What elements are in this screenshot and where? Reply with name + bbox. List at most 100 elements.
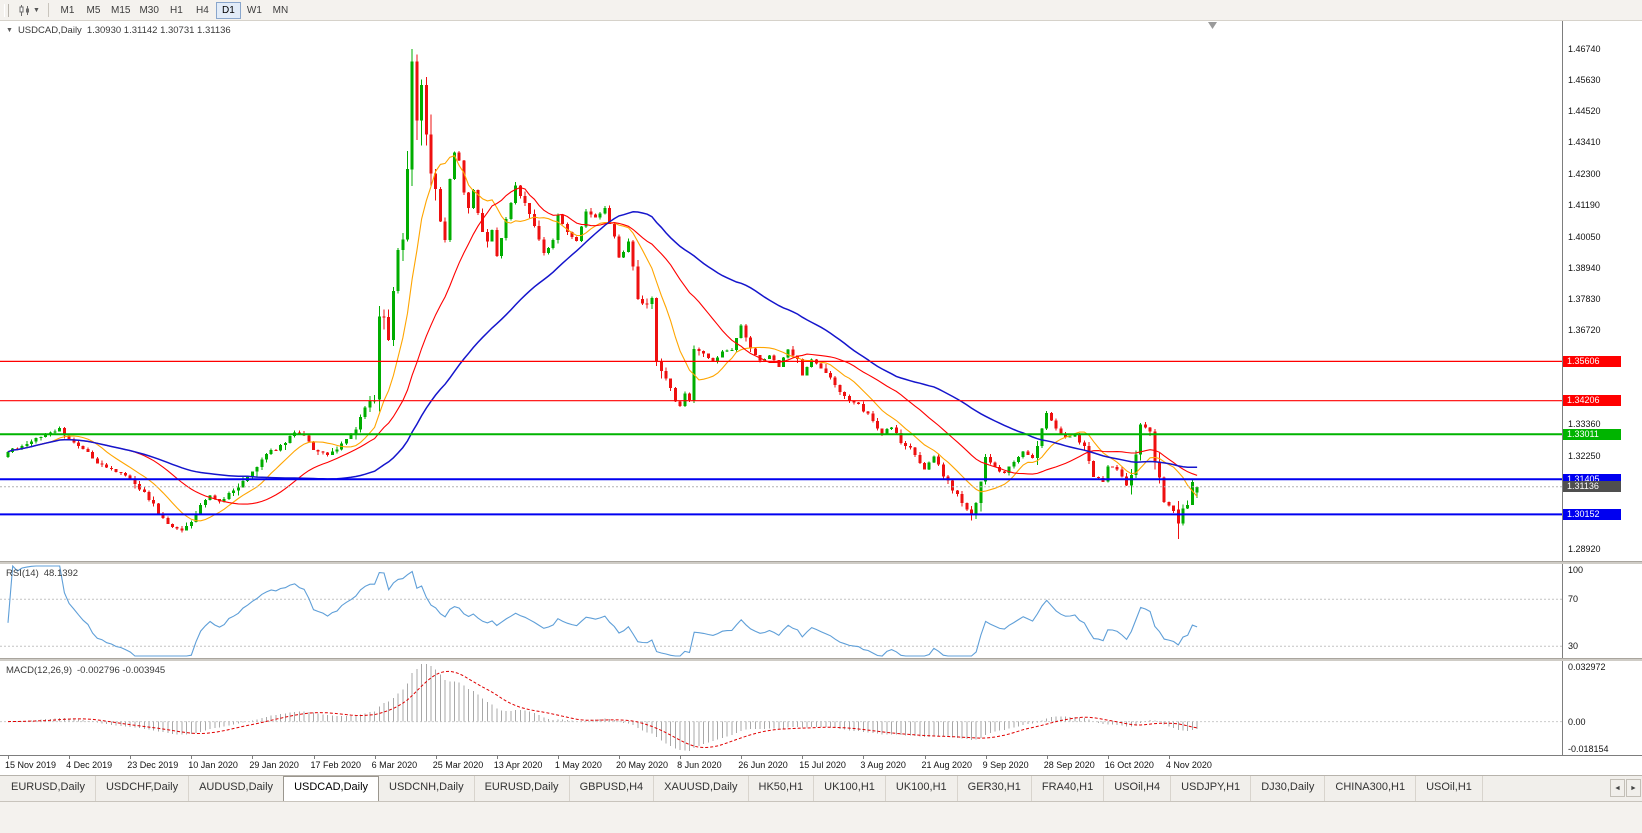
macd-panel: 0.032972 0.00 -0.018154 MACD(12,26,9) -0.0… [0,661,1642,755]
rsi-canvas[interactable] [0,564,1562,658]
timeframe-m30[interactable]: M30 [135,2,162,19]
main-price-axis: 1.46740 1.45630 1.44520 1.43410 1.42300 1.411… [1562,21,1642,561]
tab-eurusd-daily[interactable]: EURUSD,Daily [1,776,96,801]
time-axis[interactable]: 15 Nov 2019 4 Dec 2019 23 Dec 2019 10 Jan 2… [0,755,1642,775]
tab-china300-h1[interactable]: CHINA300,H1 [1325,776,1417,801]
tab-uk100-h1[interactable]: UK100,H1 [814,776,886,801]
tab-audusd-daily[interactable]: AUDUSD,Daily [189,776,285,801]
price-axis-label: 1.42300 [1568,168,1601,179]
time-tick [863,756,865,759]
date-label: 26 Jun 2020 [738,760,788,770]
timeframe-m1[interactable]: M1 [55,2,80,19]
main-chart-canvas[interactable] [0,21,1562,561]
date-label: 17 Feb 2020 [310,760,362,770]
price-axis-label: 1.37830 [1568,293,1601,304]
hline-price-badge: 1.30152 [1563,508,1621,520]
candlestick-chart-icon [19,4,29,16]
time-tick [496,756,498,759]
rsi-title: RSI(14) 48.1392 [6,568,78,579]
price-axis-label: 1.46740 [1568,44,1601,55]
macd-label: MACD(12,26,9) [6,665,72,676]
timeframe-mn[interactable]: MN [268,2,293,19]
timeframe-h4[interactable]: H4 [190,2,215,19]
date-label: 15 Jul 2020 [799,760,846,770]
chart-title: ▼ USDCAD,Daily 1.30930 1.31142 1.30731 1… [6,25,231,36]
date-label: 3 Aug 2020 [860,760,906,770]
chart-type-dropdown-caret-icon[interactable]: ▼ [31,2,42,19]
macd-title: MACD(12,26,9) -0.002796 -0.003945 [6,665,165,676]
rsi-label: RSI(14) [6,568,39,579]
tab-xauusd-daily[interactable]: XAUUSD,Daily [654,776,749,801]
tab-usoil-h4[interactable]: USOil,H4 [1104,776,1172,801]
date-label: 13 Apr 2020 [493,760,543,770]
macd-signal-line [7,670,1198,749]
timeframe-h1[interactable]: H1 [164,2,189,19]
timeframe-w1[interactable]: W1 [242,2,267,19]
tabs-scroll-right-icon[interactable]: ► [1626,779,1641,797]
tab-usdcad-daily[interactable]: USDCAD,Daily [283,776,380,801]
time-tick [435,756,437,759]
hline-price-badge: 1.34206 [1563,395,1621,407]
date-label: 29 Jan 2020 [249,760,299,770]
macd-values: -0.002796 -0.003945 [77,665,166,676]
time-tick [1046,756,1048,759]
hline-price-badge: 1.33011 [1563,428,1621,440]
date-label: 16 Oct 2020 [1104,760,1154,770]
date-label: 4 Nov 2020 [1165,760,1212,770]
price-axis-label: 1.32250 [1568,450,1601,461]
macd-histogram [12,663,1198,751]
panel-separator[interactable] [0,658,1642,661]
ma-slow-line [7,211,1198,480]
price-axis-label: 1.45630 [1568,75,1601,86]
current-price-badge: 1.31136 [1563,481,1621,493]
panel-separator[interactable] [0,561,1642,564]
price-axis-label: 1.28920 [1568,543,1601,554]
timeframe-m5[interactable]: M5 [81,2,106,19]
tab-list: EURUSD,Daily USDCHF,Daily AUDUSD,Daily USDC… [1,776,1483,801]
timeframe-m15[interactable]: M15 [107,2,134,19]
tab-usoil-h1[interactable]: USOil,H1 [1416,776,1483,801]
tab-eurusd-daily[interactable]: EURUSD,Daily [475,776,570,801]
macd-axis: 0.032972 0.00 -0.018154 [1562,661,1642,755]
rsi-axis-label: 70 [1568,594,1579,605]
toolbar-grip[interactable] [4,3,9,17]
chart-ohlc-values: 1.30930 1.31142 1.30731 1.31136 [86,25,231,36]
tab-usdchf-daily[interactable]: USDCHF,Daily [96,776,190,801]
time-tick [557,756,559,759]
macd-canvas[interactable] [0,661,1562,755]
price-axis-label: 1.40050 [1568,231,1601,242]
time-tick [741,756,743,759]
chart-type-button[interactable] [14,2,34,19]
price-chart-panel: 1.46740 1.45630 1.44520 1.43410 1.42300 1.411… [0,21,1642,561]
time-tick [619,756,620,759]
tabs-scroll-left-icon[interactable]: ◄ [1610,779,1625,797]
time-tick [252,756,254,759]
time-tick [313,756,315,759]
tab-dj30-daily[interactable]: DJ30,Daily [1251,776,1326,801]
time-tick [8,756,9,759]
tab-uk100-h1[interactable]: UK100,H1 [886,776,958,801]
price-axis-label: 1.38940 [1568,262,1601,273]
price-axis-label: 1.44520 [1568,106,1601,117]
tab-usdjpy-h1[interactable]: USDJPY,H1 [1171,776,1252,801]
tab-gbpusd-h4[interactable]: GBPUSD,H4 [570,776,655,801]
date-label: 6 Mar 2020 [371,760,418,770]
time-tick [374,756,376,759]
tab-fra40-h1[interactable]: FRA40,H1 [1032,776,1105,801]
ma-mid-line [7,187,1198,505]
time-tick [985,756,987,759]
time-tick [1107,756,1109,759]
tab-usdcnh-daily[interactable]: USDCNH,Daily [379,776,475,801]
tab-scroll-buttons: ◄ ► [1610,779,1641,797]
chart-shift-marker-icon[interactable] [1208,22,1217,29]
one-click-trading-toggle-icon[interactable]: ▼ [6,26,13,34]
tab-hk50-h1[interactable]: HK50,H1 [749,776,815,801]
time-tick [130,756,132,759]
tab-ger30-h1[interactable]: GER30,H1 [958,776,1032,801]
time-tick [924,756,926,759]
chart-symbol-label: USDCAD,Daily [17,25,82,36]
rsi-line [7,564,1198,657]
timeframe-d1[interactable]: D1 [215,1,241,19]
candles [6,49,1199,539]
rsi-axis-label: 100 [1568,565,1584,575]
